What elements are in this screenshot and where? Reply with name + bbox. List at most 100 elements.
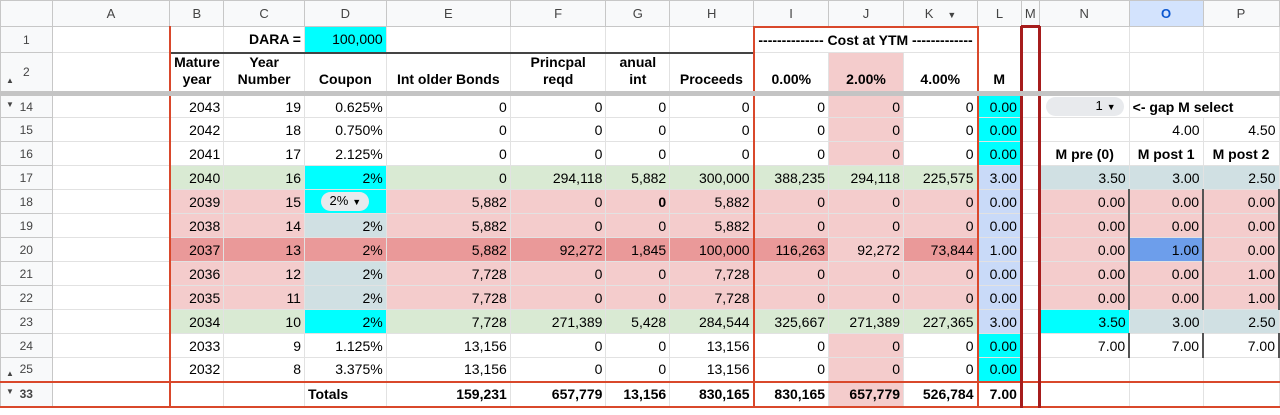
row-header-16[interactable]: 16	[0, 141, 53, 166]
cell-C18[interactable]: 15	[223, 189, 305, 214]
cell-F22[interactable]: 0	[509, 285, 607, 310]
cell-K22[interactable]: 0	[903, 285, 979, 310]
cell-C23[interactable]: 10	[223, 309, 305, 334]
row-header-22[interactable]: 22	[0, 285, 53, 310]
cell-J23[interactable]: 271,389	[828, 309, 905, 334]
cell-B33[interactable]	[168, 380, 225, 408]
cell-N33[interactable]	[1038, 380, 1130, 408]
cell-P23[interactable]: 2.50	[1202, 309, 1280, 334]
cell-N17[interactable]: 3.50	[1038, 165, 1130, 190]
cell-I20[interactable]: 116,263	[752, 237, 830, 262]
cell-O20[interactable]: 1.00	[1128, 237, 1205, 262]
cell-B25[interactable]: 2032	[168, 357, 225, 382]
cell-N19[interactable]: 0.00	[1038, 213, 1131, 238]
cell-D25[interactable]: 3.375%	[303, 357, 387, 382]
cell-J22[interactable]: 0	[828, 285, 905, 310]
cell-N18[interactable]: 0.00	[1038, 189, 1131, 214]
cell-G24[interactable]: 0	[605, 333, 671, 358]
column-header-J[interactable]: J	[828, 0, 905, 27]
cell-F23[interactable]: 271,389	[509, 309, 607, 334]
cell-F25[interactable]: 0	[509, 357, 607, 382]
cell-I19[interactable]: 0	[752, 213, 830, 238]
cell-O1[interactable]	[1128, 26, 1204, 53]
cell-O19[interactable]: 0.00	[1128, 213, 1205, 238]
cell-A20[interactable]	[51, 237, 171, 262]
coupon-dropdown[interactable]: 2% ▼	[303, 189, 387, 214]
cell-A15[interactable]	[51, 117, 171, 142]
row-header-2[interactable]: ▲ 2	[0, 52, 53, 96]
cell-D23[interactable]: 2%	[303, 309, 387, 334]
cell-J15[interactable]: 0	[828, 117, 905, 142]
cell-F24[interactable]: 0	[509, 333, 607, 358]
cell-H20[interactable]: 100,000	[669, 237, 755, 262]
cell-N24[interactable]: 7.00	[1038, 333, 1131, 358]
expand-icon[interactable]: ▼	[6, 386, 14, 396]
column-header-A[interactable]: A	[51, 0, 171, 27]
cell-B19[interactable]: 2038	[168, 213, 225, 238]
column-header-P[interactable]: P	[1202, 0, 1280, 27]
cell-A1[interactable]	[51, 26, 171, 53]
cell-E1[interactable]	[385, 26, 511, 53]
cell-B20[interactable]: 2037	[168, 237, 225, 262]
cell-O25[interactable]	[1128, 357, 1204, 382]
row-header-19[interactable]: 19	[0, 213, 53, 238]
column-header-B[interactable]: B	[169, 0, 225, 27]
column-header-G[interactable]: G	[605, 0, 671, 27]
cell-I16[interactable]: 0	[752, 141, 830, 166]
cell-D14[interactable]: 0.625%	[303, 93, 387, 118]
cell-C20[interactable]: 13	[223, 237, 305, 262]
column-header-D[interactable]: D	[303, 0, 387, 27]
cell-O33[interactable]	[1128, 380, 1204, 408]
cell-F15[interactable]: 0	[509, 117, 607, 142]
cell-B16[interactable]: 2041	[168, 141, 225, 166]
cell-D20[interactable]: 2%	[303, 237, 387, 262]
cell-E16[interactable]: 0	[385, 141, 511, 166]
cell-E15[interactable]: 0	[385, 117, 511, 142]
cell-A18[interactable]	[51, 189, 171, 214]
cell-C33[interactable]	[223, 380, 305, 408]
cell-I21[interactable]: 0	[752, 261, 830, 286]
cell-C15[interactable]: 18	[223, 117, 305, 142]
cell-O21[interactable]: 0.00	[1128, 261, 1205, 286]
cell-H25[interactable]: 13,156	[669, 357, 755, 382]
cell-L33[interactable]: 7.00	[977, 380, 1023, 408]
row-header-14[interactable]: ▼ 14	[0, 93, 53, 118]
cell-G21[interactable]: 0	[605, 261, 671, 286]
cell-H19[interactable]: 5,882	[669, 213, 755, 238]
cell-J21[interactable]: 0	[828, 261, 905, 286]
row-header-1[interactable]: 1	[0, 26, 53, 53]
cell-D24[interactable]: 1.125%	[303, 333, 387, 358]
cell-H15[interactable]: 0	[669, 117, 755, 142]
cell-L14[interactable]: 0.00	[977, 93, 1023, 118]
cell-J20[interactable]: 92,272	[828, 237, 905, 262]
row-header-24[interactable]: 24	[0, 333, 53, 358]
cell-G18[interactable]: 0	[605, 189, 671, 214]
cell-J14[interactable]: 0	[828, 93, 905, 118]
column-header-N[interactable]: N	[1038, 0, 1130, 27]
cell-G25[interactable]: 0	[605, 357, 671, 382]
row-header-21[interactable]: 21	[0, 261, 53, 286]
cell-P18[interactable]: 0.00	[1202, 189, 1280, 214]
cell-J16[interactable]: 0	[828, 141, 905, 166]
cell-D15[interactable]: 0.750%	[303, 117, 387, 142]
cell-K20[interactable]: 73,844	[903, 237, 979, 262]
cell-A22[interactable]	[51, 285, 171, 310]
row-header-20[interactable]: 20	[0, 237, 53, 262]
cell-H23[interactable]: 284,544	[669, 309, 755, 334]
cell-D22[interactable]: 2%	[303, 285, 387, 310]
cell-I33[interactable]: 830,165	[752, 380, 830, 408]
cell-N20[interactable]: 0.00	[1038, 237, 1131, 262]
cell-D16[interactable]: 2.125%	[303, 141, 387, 166]
column-header-E[interactable]: E	[385, 0, 511, 27]
cell-A33[interactable]	[51, 380, 171, 408]
cell-J18[interactable]: 0	[828, 189, 905, 214]
cell-L24[interactable]: 0.00	[977, 333, 1023, 358]
cell-N22[interactable]: 0.00	[1038, 285, 1131, 310]
cell-E24[interactable]: 13,156	[385, 333, 511, 358]
cell-B21[interactable]: 2036	[168, 261, 225, 286]
cell-J24[interactable]: 0	[828, 333, 905, 358]
cell-P33[interactable]	[1202, 380, 1280, 408]
cell-L17[interactable]: 3.00	[977, 165, 1023, 190]
column-header-O[interactable]: O	[1128, 0, 1204, 27]
collapse-icon[interactable]: ▲	[6, 368, 14, 378]
